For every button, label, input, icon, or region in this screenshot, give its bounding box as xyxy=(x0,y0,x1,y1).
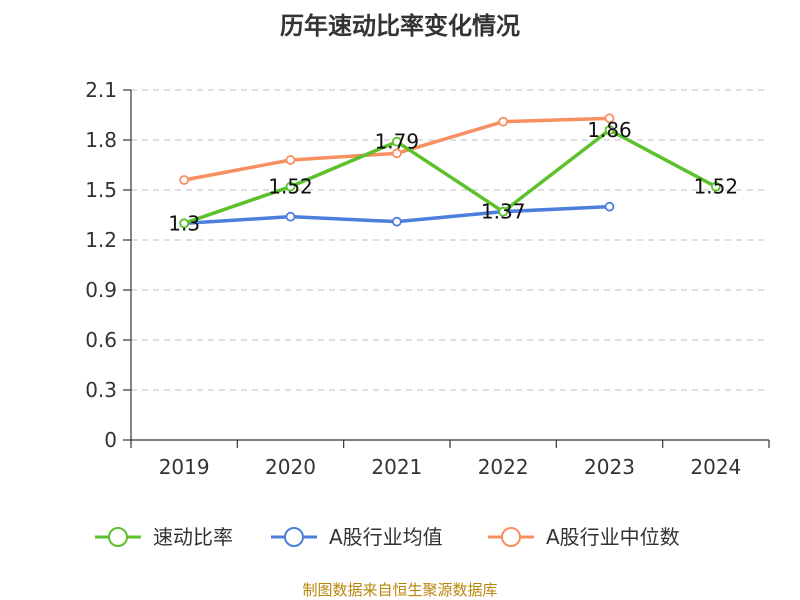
data-point xyxy=(391,148,402,159)
axes: 0 0.3 0.6 0.9 1.2 1.5 1.8 2.1 2019 2020 2021 2022 20… xyxy=(85,78,770,479)
data-point xyxy=(179,218,190,229)
data-label: 1.52 xyxy=(694,175,739,199)
legend-marker xyxy=(108,527,128,547)
legend-label: A股行业中位数 xyxy=(546,525,680,549)
data-point xyxy=(179,175,190,185)
data-point xyxy=(498,206,509,217)
gridlines xyxy=(131,89,769,391)
legend: 速动比率 A股行业均值 A股行业中位数 xyxy=(95,525,680,549)
y-tick-label: 1.8 xyxy=(85,128,117,152)
data-label: 1.3 xyxy=(168,211,200,235)
legend-marker xyxy=(284,527,304,547)
data-label: 1.52 xyxy=(268,175,313,199)
legend-item: A股行业均值 xyxy=(271,525,443,549)
legend-label: A股行业均值 xyxy=(329,525,443,549)
data-point xyxy=(604,125,615,135)
chart-title: 历年速动比率变化情况 xyxy=(280,12,520,40)
y-tick-label: 1.2 xyxy=(85,228,117,252)
y-tick-label: 1.5 xyxy=(85,178,117,202)
y-tick-label: 2.1 xyxy=(85,78,117,102)
data-label: 1.37 xyxy=(481,200,526,224)
series-1 xyxy=(179,201,615,229)
source-note: 制图数据来自恒生聚源数据库 xyxy=(302,581,497,599)
series-0 xyxy=(179,125,721,229)
data-point xyxy=(604,201,615,212)
x-tick-label: 2021 xyxy=(371,455,422,479)
x-tick-label: 2023 xyxy=(584,455,635,479)
y-tick-label: 0.3 xyxy=(85,378,117,402)
data-point xyxy=(710,181,721,192)
legend-item: A股行业中位数 xyxy=(488,525,680,549)
data-label: 1.79 xyxy=(375,130,420,154)
x-tick-label: 2022 xyxy=(478,455,529,479)
series-line xyxy=(183,128,717,225)
series-2 xyxy=(179,113,615,185)
x-tick-label: 2019 xyxy=(159,455,210,479)
data-point xyxy=(391,136,402,147)
data-labels: 1.3 1.52 1.79 1.37 1.86 1.52 xyxy=(168,118,738,235)
data-point xyxy=(285,155,296,165)
y-tick-label: 0.9 xyxy=(85,278,117,302)
data-point xyxy=(604,113,615,124)
data-label: 1.86 xyxy=(587,118,632,142)
legend-item: 速动比率 xyxy=(95,525,233,549)
legend-label: 速动比率 xyxy=(153,525,233,549)
y-tick-label: 0 xyxy=(104,428,117,452)
data-point xyxy=(285,181,296,192)
x-tick-label: 2024 xyxy=(690,455,741,479)
data-point xyxy=(498,116,509,127)
series-layer xyxy=(179,113,721,229)
legend-marker xyxy=(501,527,521,547)
data-point xyxy=(391,216,402,227)
x-tick-label: 2020 xyxy=(265,455,316,479)
data-point xyxy=(285,211,296,222)
y-tick-label: 0.6 xyxy=(85,328,117,352)
